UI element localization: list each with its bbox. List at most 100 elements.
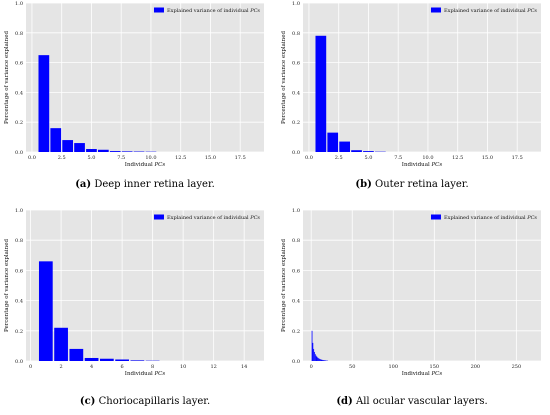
bar — [54, 327, 68, 361]
y-tick-label: 0.6 — [15, 61, 23, 67]
bar — [327, 132, 339, 152]
bar — [324, 360, 326, 361]
legend-swatch — [153, 7, 164, 13]
bar — [339, 141, 351, 152]
y-tick-label: 0.2 — [15, 329, 23, 335]
x-tick-label: 50 — [349, 364, 355, 370]
y-tick-label: 0.8 — [292, 238, 300, 244]
y-axis-label: Percentage of variance explained — [4, 31, 10, 124]
x-axis-label-italic: PCs — [153, 371, 165, 377]
legend-label: Explained variance of individual PCs — [167, 215, 260, 221]
y-tick-label: 0.8 — [292, 31, 300, 37]
bar — [97, 149, 109, 152]
x-tick-label: 10.0 — [422, 155, 433, 161]
x-axis-label: Individual PCs — [402, 162, 443, 168]
bar — [84, 357, 99, 361]
x-axis-label: Individual PCs — [125, 162, 166, 168]
bar — [317, 357, 319, 361]
y-tick-label: 0.6 — [292, 61, 300, 67]
x-axis-label-italic: PCs — [430, 162, 442, 168]
caption-text: Deep inner retina layer. — [94, 179, 214, 190]
bar — [322, 359, 324, 361]
bar — [314, 354, 316, 361]
x-tick-label: 12.5 — [175, 155, 186, 161]
plot-area — [303, 210, 541, 361]
bar — [318, 358, 320, 361]
y-axis-label: Percentage of variance explained — [4, 239, 10, 332]
caption-text: Outer retina layer. — [375, 179, 469, 190]
x-tick-label: 15.0 — [482, 155, 493, 161]
y-tick-label: 0.0 — [15, 359, 23, 365]
bar — [121, 151, 133, 152]
y-tick-label: 0.2 — [292, 329, 300, 335]
y-tick-label: 1.0 — [15, 208, 23, 214]
x-tick-label: 0 — [29, 364, 32, 370]
bar — [312, 342, 314, 361]
panel-caption: (a) Deep inner retina layer. — [75, 179, 215, 190]
x-tick-label: 200 — [471, 364, 481, 370]
caption-text: All ocular vascular layers. — [355, 396, 488, 407]
x-tick-label: 15.0 — [205, 155, 216, 161]
caption-letter: (a) — [75, 179, 91, 190]
y-tick-label: 0.0 — [15, 150, 23, 156]
x-tick-label: 0 — [310, 364, 313, 370]
bar — [130, 360, 145, 361]
x-tick-label: 250 — [512, 364, 522, 370]
y-tick-label: 0.4 — [15, 90, 23, 96]
bar — [86, 149, 97, 152]
legend-label-text: Explained variance of individual — [167, 215, 250, 221]
x-tick-label: 17.5 — [235, 155, 246, 161]
caption-letter: (c) — [80, 396, 96, 407]
y-tick-label: 0.8 — [15, 31, 23, 37]
y-axis-label: Percentage of variance explained — [281, 31, 287, 124]
x-tick-label: 4 — [90, 364, 93, 370]
legend-label: Explained variance of individual PCs — [444, 8, 537, 14]
bar — [319, 358, 320, 361]
bar — [50, 128, 62, 152]
y-tick-label: 0.2 — [15, 120, 23, 126]
x-tick-label: 10 — [180, 364, 186, 370]
x-tick-label: 5.0 — [364, 155, 372, 161]
bar — [323, 360, 325, 361]
bar — [99, 358, 114, 361]
caption-text: Choriocapillaris layer. — [99, 396, 211, 407]
x-tick-label: 5.0 — [87, 155, 95, 161]
legend-label-text: Explained variance of individual — [167, 8, 250, 14]
legend-label-italic: PCs — [249, 8, 260, 14]
x-axis-label: Individual PCs — [402, 371, 443, 377]
y-tick-label: 0.8 — [15, 238, 23, 244]
x-tick-label: 7.5 — [394, 155, 402, 161]
bar — [351, 150, 362, 152]
y-tick-label: 0.6 — [15, 268, 23, 274]
y-tick-label: 1.0 — [15, 1, 23, 7]
x-tick-label: 2 — [59, 364, 62, 370]
legend-label-italic: PCs — [249, 215, 260, 221]
plot-area — [303, 3, 541, 152]
bar — [62, 140, 74, 152]
bar — [69, 348, 84, 361]
panel-caption: (d) All ocular vascular layers. — [336, 396, 487, 407]
y-tick-label: 0.4 — [292, 299, 300, 305]
legend-label-italic: PCs — [526, 8, 537, 14]
legend-swatch — [430, 214, 441, 220]
y-tick-label: 1.0 — [292, 1, 300, 7]
x-axis-label-text: Individual — [402, 162, 432, 168]
x-tick-label: 0.0 — [305, 155, 313, 161]
x-tick-label: 12.5 — [452, 155, 463, 161]
plot-area — [26, 3, 264, 152]
legend-label: Explained variance of individual PCs — [167, 8, 260, 14]
x-axis-label-text: Individual — [125, 371, 155, 377]
x-tick-label: 150 — [430, 364, 440, 370]
y-axis-label: Percentage of variance explained — [281, 239, 287, 332]
bar — [323, 360, 324, 361]
bar — [316, 356, 318, 361]
x-tick-label: 14 — [241, 364, 247, 370]
bar — [38, 261, 53, 361]
bar — [38, 55, 50, 152]
x-axis-label-italic: PCs — [153, 162, 165, 168]
x-tick-label: 2.5 — [335, 155, 343, 161]
chart-panel: 0.0 0.2 0.4 0.6 0.8 1.0 0 50 100 150 200 250 Individ… — [281, 208, 541, 407]
y-tick-label: 0.0 — [292, 359, 300, 365]
legend-label-italic: PCs — [526, 215, 537, 221]
